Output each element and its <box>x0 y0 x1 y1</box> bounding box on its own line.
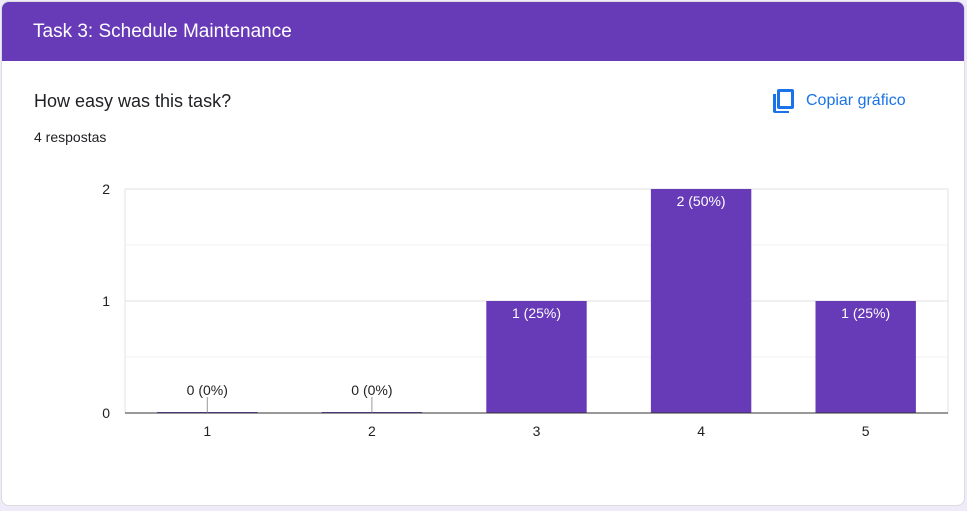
bar-data-label: 0 (0%) <box>187 382 228 398</box>
copy-icon <box>772 88 796 114</box>
copy-chart-label: Copiar gráfico <box>806 92 906 109</box>
section-title: Task 3: Schedule Maintenance <box>33 20 292 42</box>
bar-data-label: 1 (25%) <box>841 305 890 321</box>
y-tick-label: 0 <box>102 405 110 421</box>
bar-chart: 0 1 2 0 (0%) 1 0 (0%) 2 1 (25%) 3 2 (50%) 4 1 (25%)… <box>102 181 949 439</box>
bar <box>486 301 587 413</box>
copy-chart-button[interactable]: Copiar gráfico <box>768 86 910 116</box>
x-tick-label: 2 <box>368 423 376 439</box>
y-tick-label: 1 <box>102 293 110 309</box>
bar-data-label: 1 (25%) <box>512 305 561 321</box>
card-header: Task 3: Schedule Maintenance <box>2 2 964 61</box>
x-tick-label: 1 <box>203 423 211 439</box>
x-tick-label: 3 <box>533 423 541 439</box>
y-tick-label: 2 <box>102 181 110 197</box>
bar <box>815 301 916 413</box>
question-title: How easy was this task? <box>34 91 232 111</box>
bar-data-label: 0 (0%) <box>351 382 392 398</box>
x-tick-label: 4 <box>697 423 705 439</box>
response-count: 4 respostas <box>34 129 107 145</box>
x-tick-label: 5 <box>862 423 870 439</box>
bar-data-label: 2 (50%) <box>677 193 726 209</box>
bar <box>650 189 752 413</box>
